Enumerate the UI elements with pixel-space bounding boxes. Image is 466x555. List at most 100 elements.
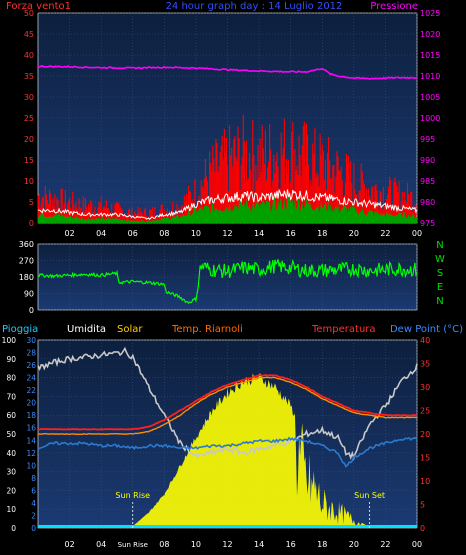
wind-average-area — [38, 196, 417, 223]
y-tick-label-pressure: 985 — [420, 177, 435, 186]
y-tick-label-dewpoint: 16 — [26, 424, 36, 433]
x-tick-label: 16 — [286, 229, 296, 238]
y-tick-label-humidity: 40 — [6, 449, 16, 458]
y-tick-label-dewpoint: 20 — [26, 399, 36, 408]
y-tick-label-pressure: 1000 — [420, 114, 440, 123]
x-tick-label: 12 — [222, 229, 232, 238]
y-tick-label-humidity: 50 — [6, 430, 16, 439]
x-tick-label: 08 — [159, 229, 169, 238]
y-tick-label-humidity: 30 — [6, 468, 16, 477]
sun-annotation-label: Sun Set — [354, 491, 385, 500]
y-tick-label-dewpoint: 18 — [26, 411, 36, 420]
y-tick-label-wind: 45 — [24, 30, 34, 39]
y-tick-label-temperature: 10 — [420, 477, 430, 486]
x-tick-label: 00 — [412, 229, 422, 238]
y-tick-label-direction: 180 — [19, 273, 34, 282]
temperature-label: Temperatura — [311, 324, 376, 335]
y-tick-label-dewpoint: 4 — [31, 499, 36, 508]
y-tick-label-temperature: 0 — [420, 524, 425, 533]
y-tick-label-pressure: 975 — [420, 219, 435, 228]
compass-letter: N — [436, 240, 443, 251]
y-tick-label-dewpoint: 10 — [26, 461, 36, 470]
x-tick-label: 04 — [96, 229, 106, 238]
chart-title: 24 hour graph day : 14 Luglio 2012 — [166, 1, 343, 12]
x-tick-label: 02 — [64, 540, 74, 549]
y-tick-label-temperature: 30 — [420, 383, 430, 392]
y-tick-label-temperature: 40 — [420, 336, 430, 345]
y-tick-label-pressure: 1005 — [420, 93, 440, 102]
y-tick-label-temperature: 35 — [420, 360, 430, 369]
y-tick-label-dewpoint: 6 — [31, 486, 36, 495]
y-tick-label-dewpoint: 12 — [26, 449, 36, 458]
y-tick-label-wind: 50 — [24, 9, 34, 18]
y-tick-label-humidity: 80 — [6, 374, 16, 383]
x-tick-label: 02 — [64, 229, 74, 238]
dewpoint-label: Dew Point (°C) — [390, 324, 463, 335]
y-tick-label-direction: 360 — [19, 240, 34, 249]
y-tick-label-pressure: 990 — [420, 156, 435, 165]
temperature-line — [37, 374, 418, 431]
y-tick-label-wind: 40 — [24, 51, 34, 60]
y-tick-label-dewpoint: 24 — [26, 374, 36, 383]
rain-label: Pioggia — [2, 324, 38, 335]
x-tick-label: 22 — [380, 540, 390, 549]
y-tick-label-dewpoint: 8 — [31, 474, 36, 483]
y-tick-label-pressure: 1025 — [420, 9, 440, 18]
wind-direction-line — [37, 258, 418, 305]
y-tick-label-humidity: 20 — [6, 486, 16, 495]
y-tick-label-pressure: 1010 — [420, 72, 440, 81]
y-tick-label-direction: 0 — [29, 306, 34, 315]
x-tick-label: 04 — [96, 540, 106, 549]
x-tick-label: 22 — [380, 229, 390, 238]
y-tick-label-temperature: 5 — [420, 501, 425, 510]
y-tick-label-pressure: 995 — [420, 135, 435, 144]
y-tick-label-dewpoint: 30 — [26, 336, 36, 345]
y-tick-label-wind: 35 — [24, 72, 34, 81]
y-tick-label-humidity: 0 — [11, 524, 16, 533]
riarnoli-line — [37, 376, 418, 436]
y-tick-label-temperature: 20 — [420, 430, 430, 439]
x-tick-label: 20 — [349, 229, 359, 238]
y-tick-label-dewpoint: 2 — [31, 511, 36, 520]
y-tick-label-wind: 10 — [24, 177, 34, 186]
x-tick-label: 10 — [191, 540, 201, 549]
compass-letter: S — [437, 268, 443, 279]
y-tick-label-humidity: 60 — [6, 411, 16, 420]
y-tick-label-wind: 20 — [24, 135, 34, 144]
y-tick-label-dewpoint: 22 — [26, 386, 36, 395]
x-tick-label: Sun Rise — [118, 541, 148, 549]
x-tick-label: 20 — [349, 540, 359, 549]
y-tick-label-direction: 90 — [24, 290, 34, 299]
y-tick-label-wind: 15 — [24, 156, 34, 165]
y-tick-label-dewpoint: 26 — [26, 361, 36, 370]
x-tick-label: 12 — [222, 540, 232, 549]
y-tick-label-temperature: 15 — [420, 454, 430, 463]
y-tick-label-pressure: 1020 — [420, 30, 440, 39]
dewpoint-line — [37, 436, 418, 468]
y-tick-label-dewpoint: 28 — [26, 349, 36, 358]
y-tick-label-wind: 25 — [24, 114, 34, 123]
x-tick-label: 06 — [128, 229, 138, 238]
y-tick-label-pressure: 1015 — [420, 51, 440, 60]
x-tick-label: 00 — [412, 540, 422, 549]
wind-speed-line — [37, 188, 418, 221]
x-tick-label: 18 — [317, 540, 327, 549]
wind-speed-label: Forza vento1 — [6, 1, 71, 12]
y-tick-label-humidity: 10 — [6, 505, 16, 514]
y-tick-label-dewpoint: 0 — [31, 524, 36, 533]
y-tick-label-humidity: 70 — [6, 392, 16, 401]
y-tick-label-dewpoint: 14 — [26, 436, 36, 445]
y-tick-label-temperature: 25 — [420, 407, 430, 416]
x-tick-label: 14 — [254, 229, 264, 238]
x-tick-label: 16 — [286, 540, 296, 549]
pressure-label: Pressione — [370, 1, 418, 12]
riarnoli-label: Temp. Riarnoli — [171, 324, 243, 335]
y-tick-label-direction: 270 — [19, 257, 34, 266]
y-tick-label-humidity: 90 — [6, 355, 16, 364]
x-tick-label: 14 — [254, 540, 264, 549]
compass-letter: N — [436, 296, 443, 307]
y-tick-label-wind: 30 — [24, 93, 34, 102]
x-tick-label: 18 — [317, 229, 327, 238]
y-tick-label-wind: 0 — [29, 219, 34, 228]
